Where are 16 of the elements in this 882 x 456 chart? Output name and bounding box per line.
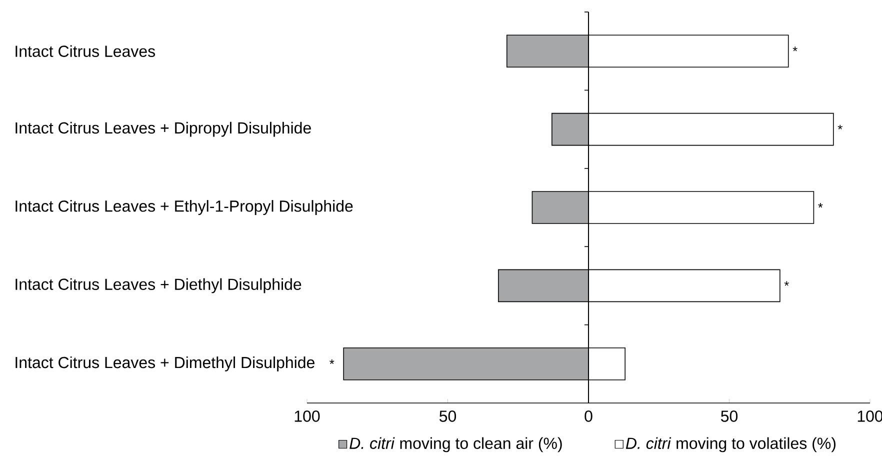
y-tick-label: Intact Citrus Leaves + Dimethyl Disulphide: [16, 356, 314, 372]
annotation: *: [784, 281, 789, 286]
x-tick-label: 0: [584, 410, 592, 422]
y-tick-label: Intact Citrus Leaves: [16, 45, 155, 57]
y-tick-label: Intact Citrus Leaves + Diethyl Disulphide: [16, 278, 302, 294]
legend-label: D. citri moving to volatiles (%): [626, 437, 836, 452]
x-tick-label: 50: [439, 410, 456, 422]
x-tick-label: 50: [720, 410, 738, 422]
x-tick-label: 100: [294, 410, 320, 422]
y-tick-label: Intact Citrus Leaves + Ethyl-1-Propyl Disulphide: [16, 200, 353, 215]
annotation: *: [818, 203, 823, 208]
annotation: *: [792, 46, 798, 52]
y-tick-label: Intact Citrus Leaves + Dipropyl Disulphide: [16, 122, 311, 137]
annotation: *: [330, 359, 334, 364]
annotation: *: [838, 124, 842, 130]
legend-label: D. citri moving to clean air (%): [350, 437, 562, 452]
